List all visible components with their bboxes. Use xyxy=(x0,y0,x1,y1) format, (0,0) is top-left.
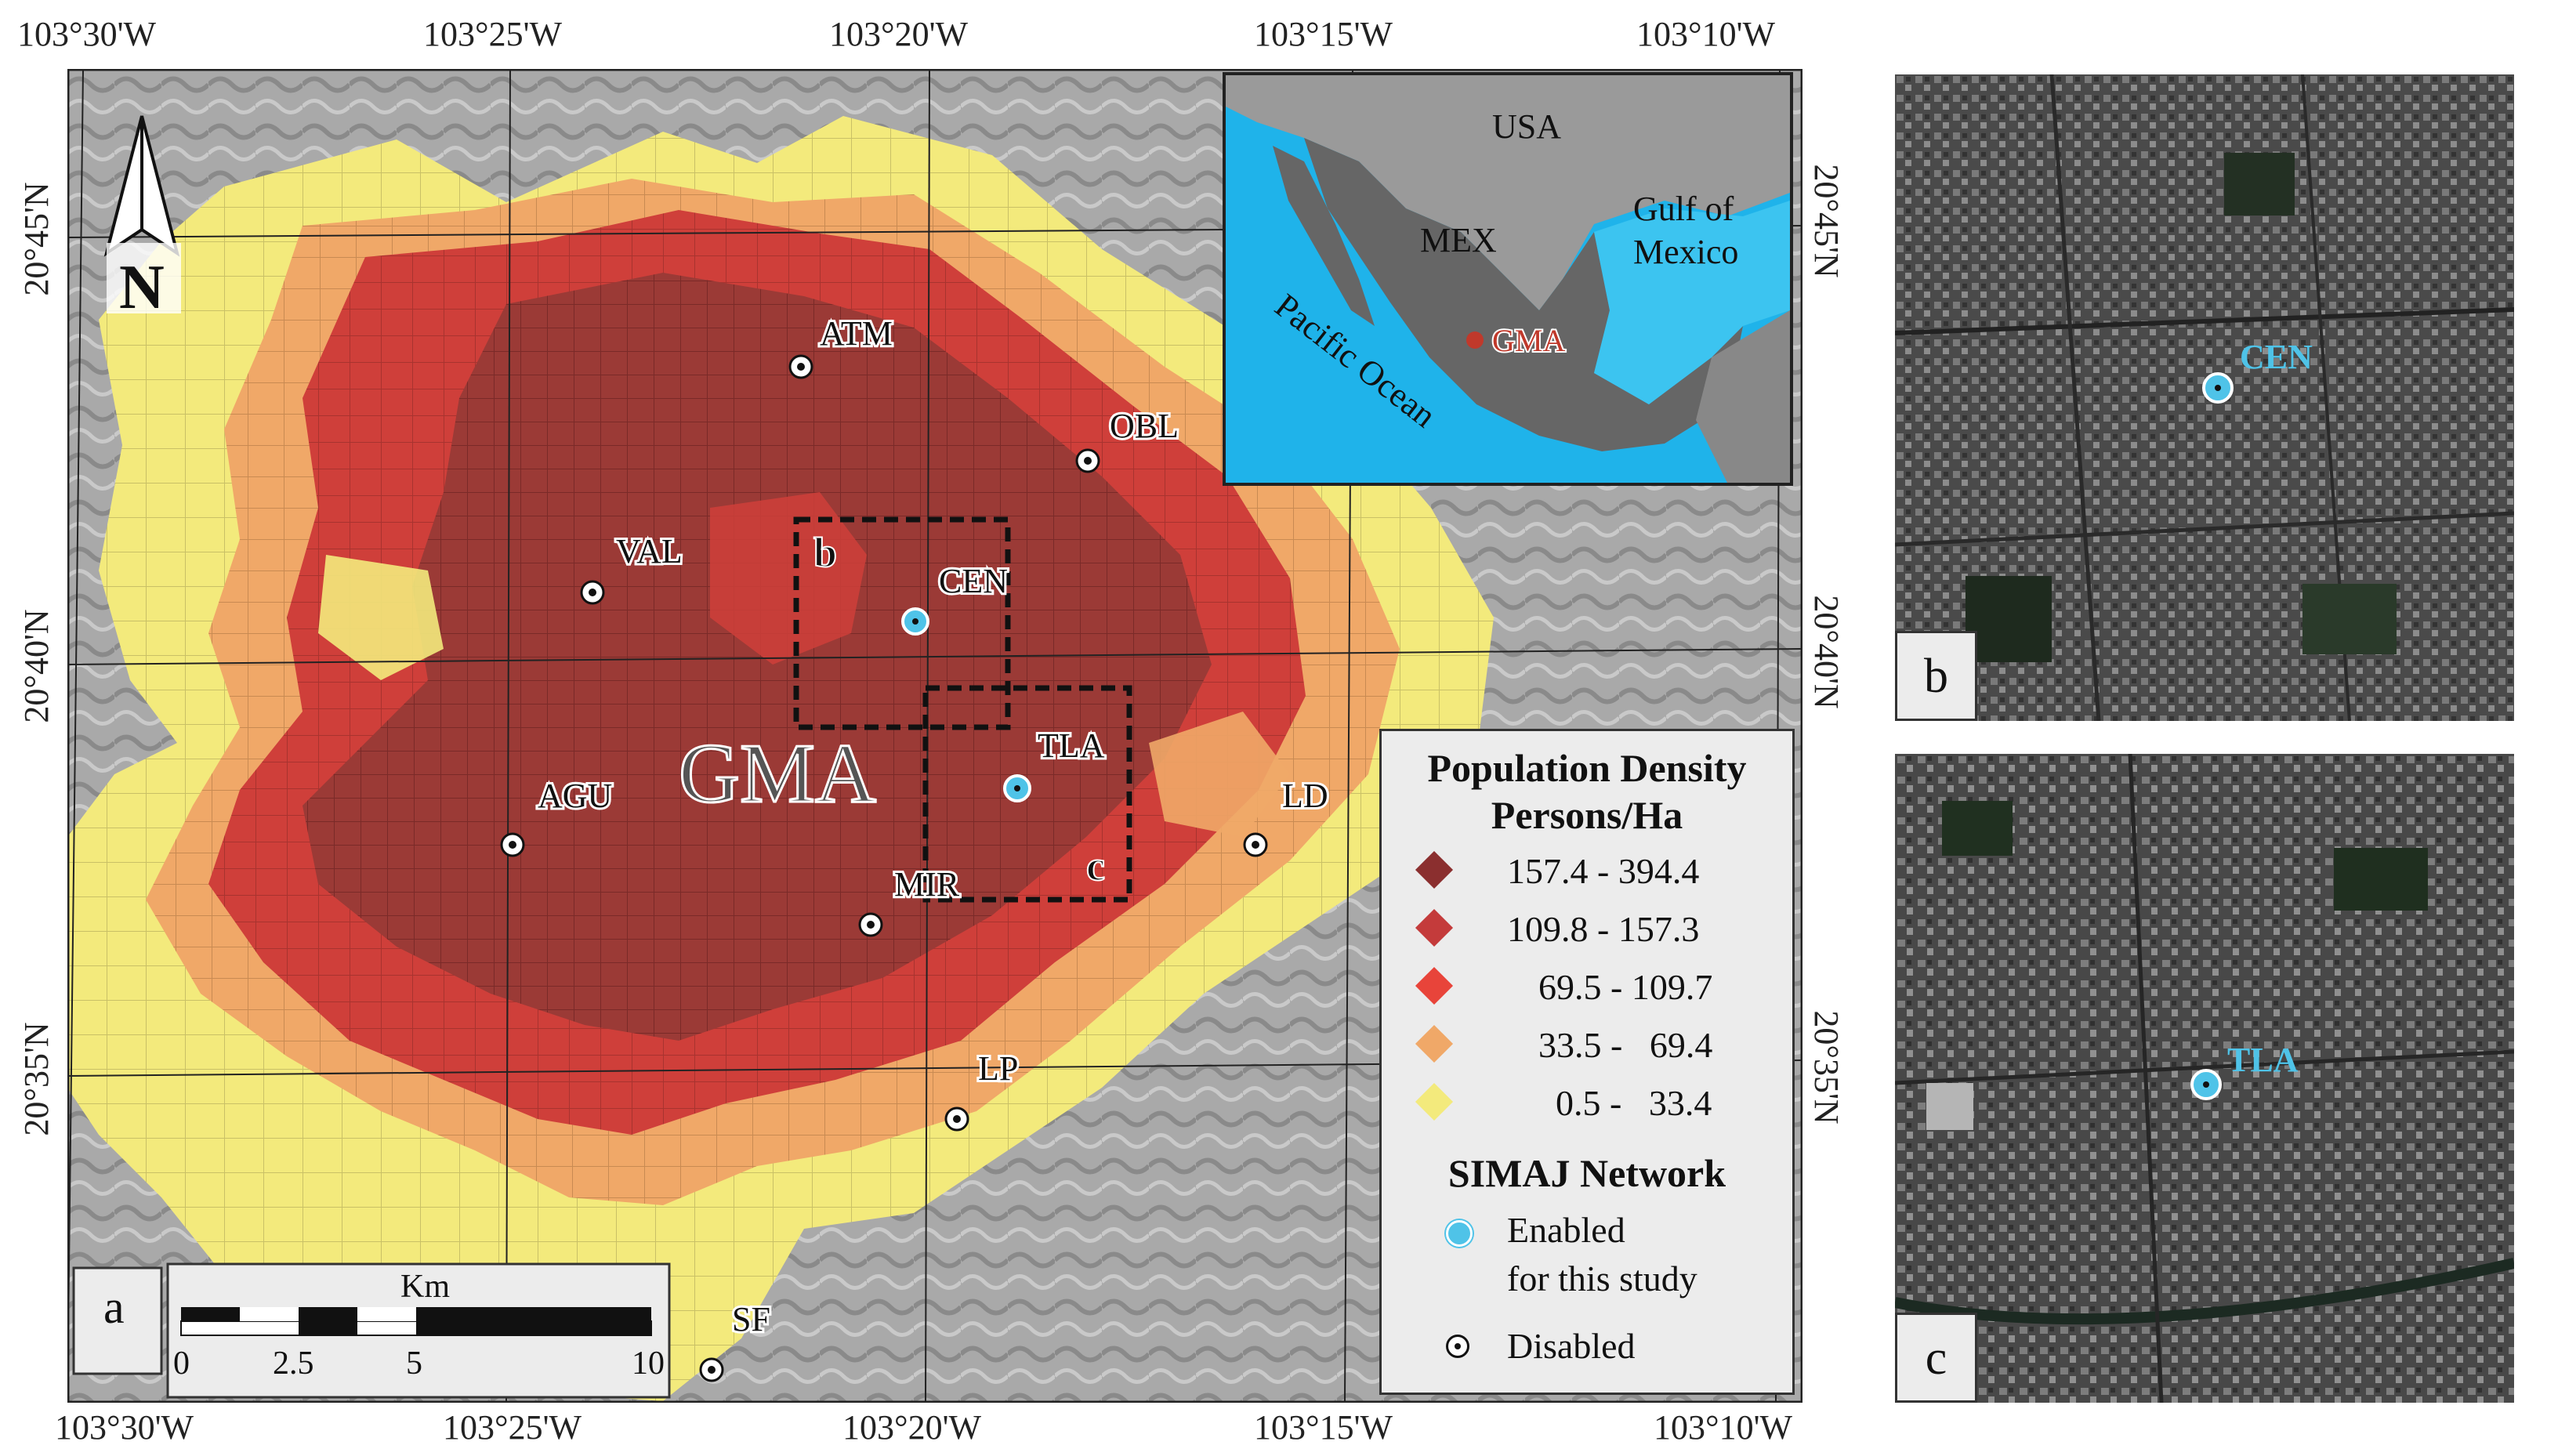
inset-gma-dot xyxy=(1466,331,1484,349)
lon-top-5: 103°10'W xyxy=(1636,15,1776,53)
density-patch xyxy=(710,492,867,665)
density-patch xyxy=(318,555,444,680)
legend-class-5: 0.5 - 33.4 xyxy=(1413,1079,1789,1126)
svg-text:MIR: MIR xyxy=(894,865,960,904)
legend-network-title: SIMAJ Network xyxy=(1447,1151,1726,1195)
north-arrow-label: N xyxy=(119,253,165,322)
lat-right-1: 20°45'N xyxy=(1807,164,1846,278)
svg-text:LP: LP xyxy=(978,1049,1018,1088)
lon-top-3: 103°20'W xyxy=(829,15,969,53)
lat-left-1: 20°45'N xyxy=(17,182,56,296)
legend-enabled: Enabled for this study xyxy=(1413,1209,1789,1311)
station-lp[interactable]: LP xyxy=(944,1047,1020,1132)
north-arrow: N xyxy=(103,115,181,322)
lat-right-3: 20°35'N xyxy=(1807,1010,1846,1125)
svg-text:AGU: AGU xyxy=(538,777,612,815)
station-val[interactable]: VAL xyxy=(580,530,685,605)
svg-text:LD: LD xyxy=(1282,777,1328,815)
inset-mex: MEX xyxy=(1420,221,1497,259)
panel-b-satellite: CEN b xyxy=(1895,74,2514,721)
svg-text:TLA: TLA xyxy=(1038,726,1105,765)
svg-text:ATM: ATM xyxy=(820,314,893,353)
zoom-box-c-label: c xyxy=(1086,842,1105,889)
lon-bottom-2: 103°25'W xyxy=(443,1408,582,1447)
svg-text:OBL: OBL xyxy=(1110,407,1179,445)
scale-bar: Km 0 2.5 5 10 xyxy=(166,1262,671,1399)
panel-c-label: c xyxy=(1895,1313,1977,1403)
lat-right-2: 20°40'N xyxy=(1807,595,1846,709)
scale-tick-5: 5 xyxy=(406,1346,422,1382)
legend-title-2: Persons/Ha xyxy=(1491,793,1683,837)
legend-title-1: Population Density xyxy=(1427,746,1747,790)
lon-bottom-3: 103°20'W xyxy=(842,1408,982,1447)
area-label-gma: GMA xyxy=(679,727,876,820)
panel-c-satellite: TLA c xyxy=(1895,754,2514,1403)
zoom-box-c[interactable] xyxy=(922,685,1132,903)
lat-left-3: 20°35'N xyxy=(17,1022,56,1136)
station-ld[interactable]: LD xyxy=(1243,774,1331,857)
legend-disabled: Disabled xyxy=(1413,1325,1789,1372)
legend: Population Density Persons/Ha 157.4 - 39… xyxy=(1379,729,1795,1395)
density-zone-high xyxy=(303,273,1212,1041)
station-sf[interactable]: SF xyxy=(699,1298,773,1382)
svg-text:CEN: CEN xyxy=(939,562,1008,600)
scale-tick-0: 0 xyxy=(173,1346,190,1382)
density-patch xyxy=(1149,712,1290,837)
panel-a-label: a xyxy=(103,1281,125,1333)
inset-usa: USA xyxy=(1492,107,1561,146)
panel-b-station-label: CEN xyxy=(2240,338,2313,376)
scale-bar-unit: Km xyxy=(400,1269,450,1305)
inset-map: USA MEX Gulf of Mexico GMA Pacific Ocean xyxy=(1223,72,1793,486)
lat-left-2: 20°40'N xyxy=(17,609,56,723)
lon-bottom-4: 103°15'W xyxy=(1254,1408,1393,1447)
inset-gulf-1: Gulf of xyxy=(1633,190,1734,228)
lon-top-1: 103°30'W xyxy=(17,15,157,53)
svg-text:SF: SF xyxy=(732,1300,770,1338)
zoom-box-b[interactable] xyxy=(793,516,1011,730)
legend-class-4: 33.5 - 69.4 xyxy=(1413,1021,1789,1068)
lon-top-2: 103°25'W xyxy=(423,15,563,53)
station-obl[interactable]: OBL xyxy=(1075,404,1181,473)
zoom-box-b-label: b xyxy=(813,529,837,576)
panel-a-label-box xyxy=(72,1266,163,1375)
enabled-station-icon xyxy=(1446,1220,1473,1247)
lon-bottom-1: 103°30'W xyxy=(55,1408,194,1447)
legend-swatch xyxy=(1415,966,1454,1005)
scale-tick-2-5: 2.5 xyxy=(273,1346,314,1382)
inset-mexico xyxy=(1304,138,1743,451)
inset-gulf-2: Mexico xyxy=(1633,233,1738,271)
legend-swatch xyxy=(1415,1024,1454,1063)
lon-top-4: 103°15'W xyxy=(1254,15,1393,53)
lon-bottom-5: 103°10'W xyxy=(1654,1408,1793,1447)
legend-class-2: 109.8 - 157.3 xyxy=(1413,905,1789,952)
legend-swatch xyxy=(1415,850,1454,889)
station-atm[interactable]: ATM xyxy=(788,312,895,379)
legend-swatch xyxy=(1415,908,1454,947)
station-cen[interactable]: CEN xyxy=(901,560,1010,636)
station-agu[interactable]: AGU xyxy=(500,774,614,857)
scale-tick-10: 10 xyxy=(632,1346,665,1382)
panel-c-station-label: TLA xyxy=(2227,1041,2299,1079)
svg-text:VAL: VAL xyxy=(616,532,683,570)
station-mir[interactable]: MIR xyxy=(858,863,962,937)
disabled-station-icon xyxy=(1446,1335,1469,1358)
legend-class-3: 69.5 - 109.7 xyxy=(1413,963,1789,1010)
legend-class-1: 157.4 - 394.4 xyxy=(1413,847,1789,894)
legend-swatch xyxy=(1415,1082,1454,1121)
panel-b-label: b xyxy=(1895,631,1977,721)
station-tla[interactable]: TLA xyxy=(1003,724,1107,802)
inset-gma: GMA xyxy=(1492,323,1565,358)
